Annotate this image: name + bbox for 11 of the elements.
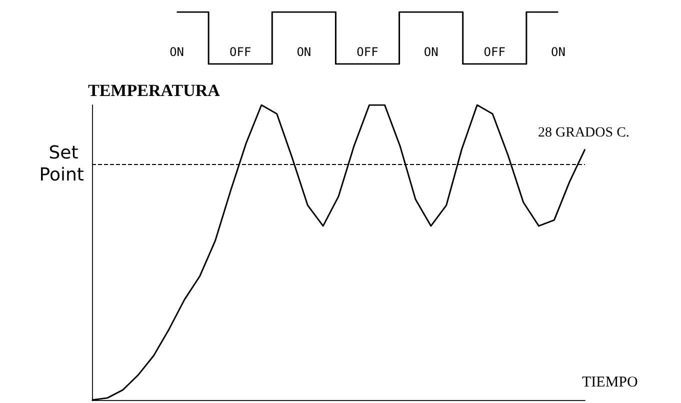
x-tick-label: OFF — [484, 45, 506, 59]
x-tick-label: ON — [424, 45, 438, 59]
x-tick-label: ON — [550, 45, 566, 59]
x-tick-label: OFF — [230, 45, 252, 59]
annotation: 28 GRADOS C. — [538, 126, 630, 140]
ref-line-label: Set Point — [39, 142, 84, 186]
x-tick-label: ON — [170, 45, 184, 59]
x-tick-label: OFF — [356, 45, 378, 59]
x-tick-label: ON — [296, 45, 312, 59]
y-axis-title: TEMPERATURA — [88, 81, 221, 100]
x-axis-title: TIEMPO — [582, 374, 638, 390]
